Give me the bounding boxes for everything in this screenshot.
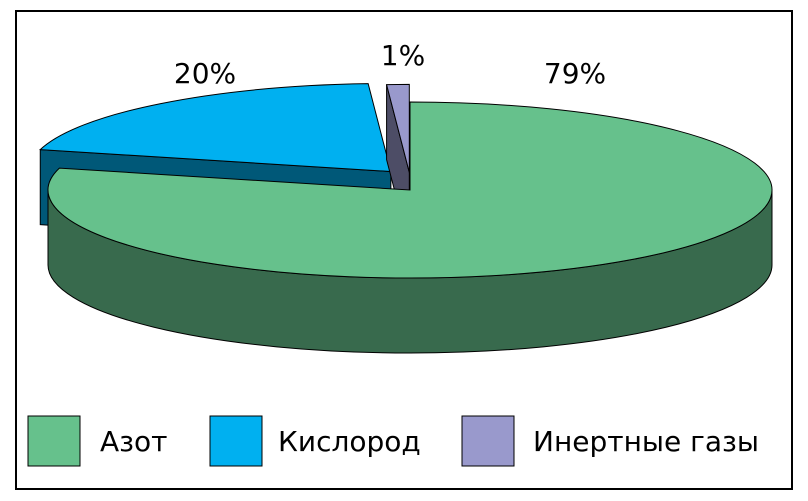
legend: Азот Кислород Инертные газы bbox=[27, 415, 759, 467]
legend-label: Кислород bbox=[278, 425, 421, 458]
slice-top bbox=[39, 83, 392, 173]
legend-swatch bbox=[209, 415, 263, 467]
legend-label: Инертные газы bbox=[533, 425, 759, 458]
pie bbox=[39, 83, 773, 354]
value-label: 20% bbox=[174, 57, 236, 90]
value-label: 1% bbox=[381, 39, 425, 72]
legend-swatch bbox=[461, 415, 515, 467]
legend-label: Азот bbox=[100, 425, 167, 458]
value-label: 79% bbox=[544, 57, 606, 90]
slice-top bbox=[47, 101, 773, 279]
legend-swatch bbox=[27, 415, 81, 467]
slice-top bbox=[385, 83, 410, 173]
